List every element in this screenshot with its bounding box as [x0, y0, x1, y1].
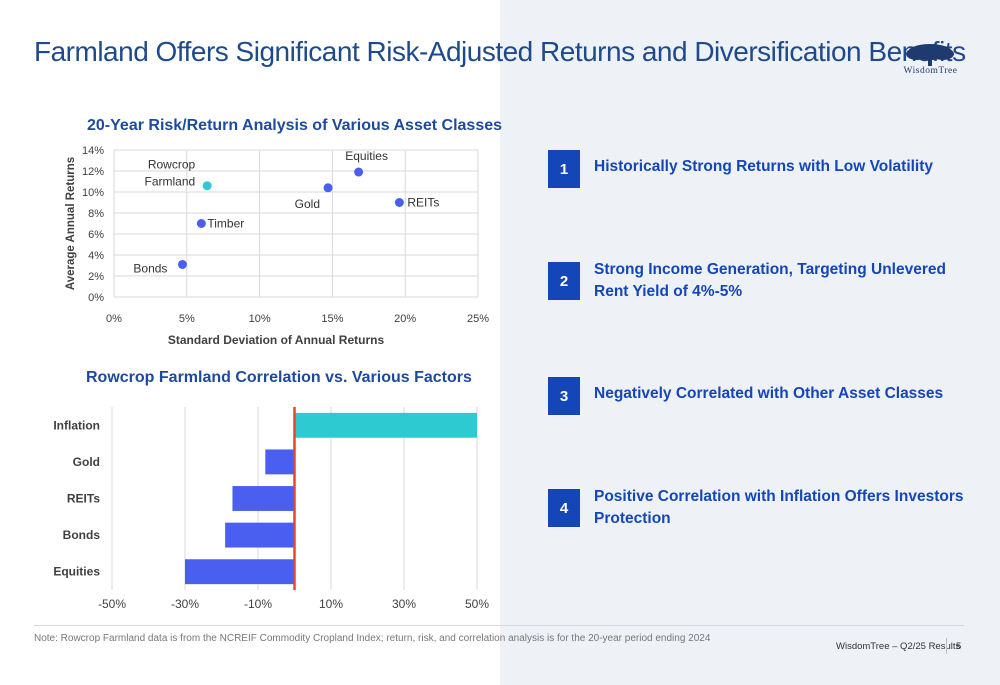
x-tick-label: 50% [465, 597, 489, 611]
x-tick-label: -50% [98, 597, 126, 611]
x-tick-label: 20% [394, 313, 416, 325]
correlation-bar [294, 412, 477, 438]
y-tick-label: 14% [82, 145, 104, 157]
category-label: Equities [53, 565, 100, 579]
point-label: Rowcrop [148, 158, 196, 172]
point-text: Positive Correlation with Inflation Offe… [594, 488, 964, 528]
x-tick-label: 15% [321, 313, 343, 325]
point-number-badge: 1 [548, 150, 580, 188]
correlation-bar [265, 449, 295, 475]
point-number-badge: 2 [548, 262, 580, 300]
y-tick-label: 10% [82, 187, 104, 199]
x-tick-label: -30% [171, 597, 199, 611]
point-label: Equities [345, 149, 388, 163]
point-text: Strong Income Generation, Targeting Unle… [594, 261, 946, 301]
y-axis-label: Average Annual Returns [65, 157, 77, 290]
correlation-bar [232, 486, 295, 511]
scatter-point [323, 183, 333, 193]
tree-icon [906, 44, 954, 66]
scatter-chart: 0% 2% 4% 6% 8% 10% 12% 14% 0% 5% 10% 15% 20% 25% Stand… [65, 145, 489, 347]
point-text: Negatively Correlated with Other Asset C… [594, 385, 944, 402]
point-label: Gold [295, 197, 320, 211]
logo-wordmark: WisdomTree [903, 66, 958, 76]
point-label: Timber [207, 217, 244, 231]
point-text: Historically Strong Returns with Low Vol… [594, 158, 934, 175]
page-title: Farmland Offers Significant Risk-Adjuste… [34, 36, 966, 67]
scatter-chart-title: 20-Year Risk/Return Analysis of Various … [87, 117, 503, 134]
key-point-2: 2 Strong Income Generation, Targeting Un… [548, 261, 968, 304]
scatter-point [202, 181, 212, 191]
footnote: Note: Rowcrop Farmland data is from the … [34, 633, 711, 644]
x-tick-label: 25% [467, 313, 489, 325]
correlation-bar-chart: -50% -30% -10% 10% 30% 50% Inflation Gold REITs B… [53, 407, 489, 611]
category-label: Gold [73, 455, 100, 469]
x-tick-label: 10% [249, 313, 271, 325]
scatter-point [196, 219, 206, 228]
footer-divider [34, 625, 964, 626]
right-panel [500, 0, 1000, 685]
x-tick-label: -10% [244, 597, 272, 611]
key-point-4: 4 Positive Correlation with Inflation Of… [548, 488, 968, 531]
x-tick-label: 0% [106, 313, 122, 325]
x-axis-label: Standard Deviation of Annual Returns [168, 333, 385, 347]
y-tick-label: 2% [88, 271, 104, 283]
scatter-point [394, 198, 404, 207]
category-label: Inflation [53, 418, 100, 432]
correlation-bar [225, 522, 295, 548]
point-number-badge: 4 [548, 489, 580, 527]
footer-separator [946, 638, 947, 654]
category-label: Bonds [63, 528, 101, 542]
point-label: REITs [407, 196, 439, 210]
x-tick-label: 30% [392, 597, 416, 611]
point-label: Bonds [133, 261, 167, 275]
y-tick-label: 6% [88, 229, 104, 241]
scatter-point [177, 259, 187, 269]
x-tick-label: 5% [179, 313, 195, 325]
key-point-1: 1 Historically Strong Returns with Low V… [548, 150, 968, 188]
point-label: Farmland [144, 175, 195, 189]
correlation-bar [185, 559, 295, 585]
category-label: REITs [67, 492, 100, 506]
point-number-badge: 3 [548, 377, 580, 415]
y-tick-label: 4% [88, 250, 104, 262]
x-tick-label: 10% [319, 597, 343, 611]
y-tick-label: 12% [82, 166, 104, 178]
y-tick-label: 0% [88, 292, 104, 304]
key-point-3: 3 Negatively Correlated with Other Asset… [548, 377, 968, 415]
footer-source: WisdomTree – Q2/25 Results [836, 641, 961, 652]
bar-chart-title: Rowcrop Farmland Correlation vs. Various… [86, 369, 472, 386]
scatter-point [354, 167, 364, 177]
page-number: 5 [956, 641, 962, 652]
y-tick-label: 8% [88, 208, 104, 220]
